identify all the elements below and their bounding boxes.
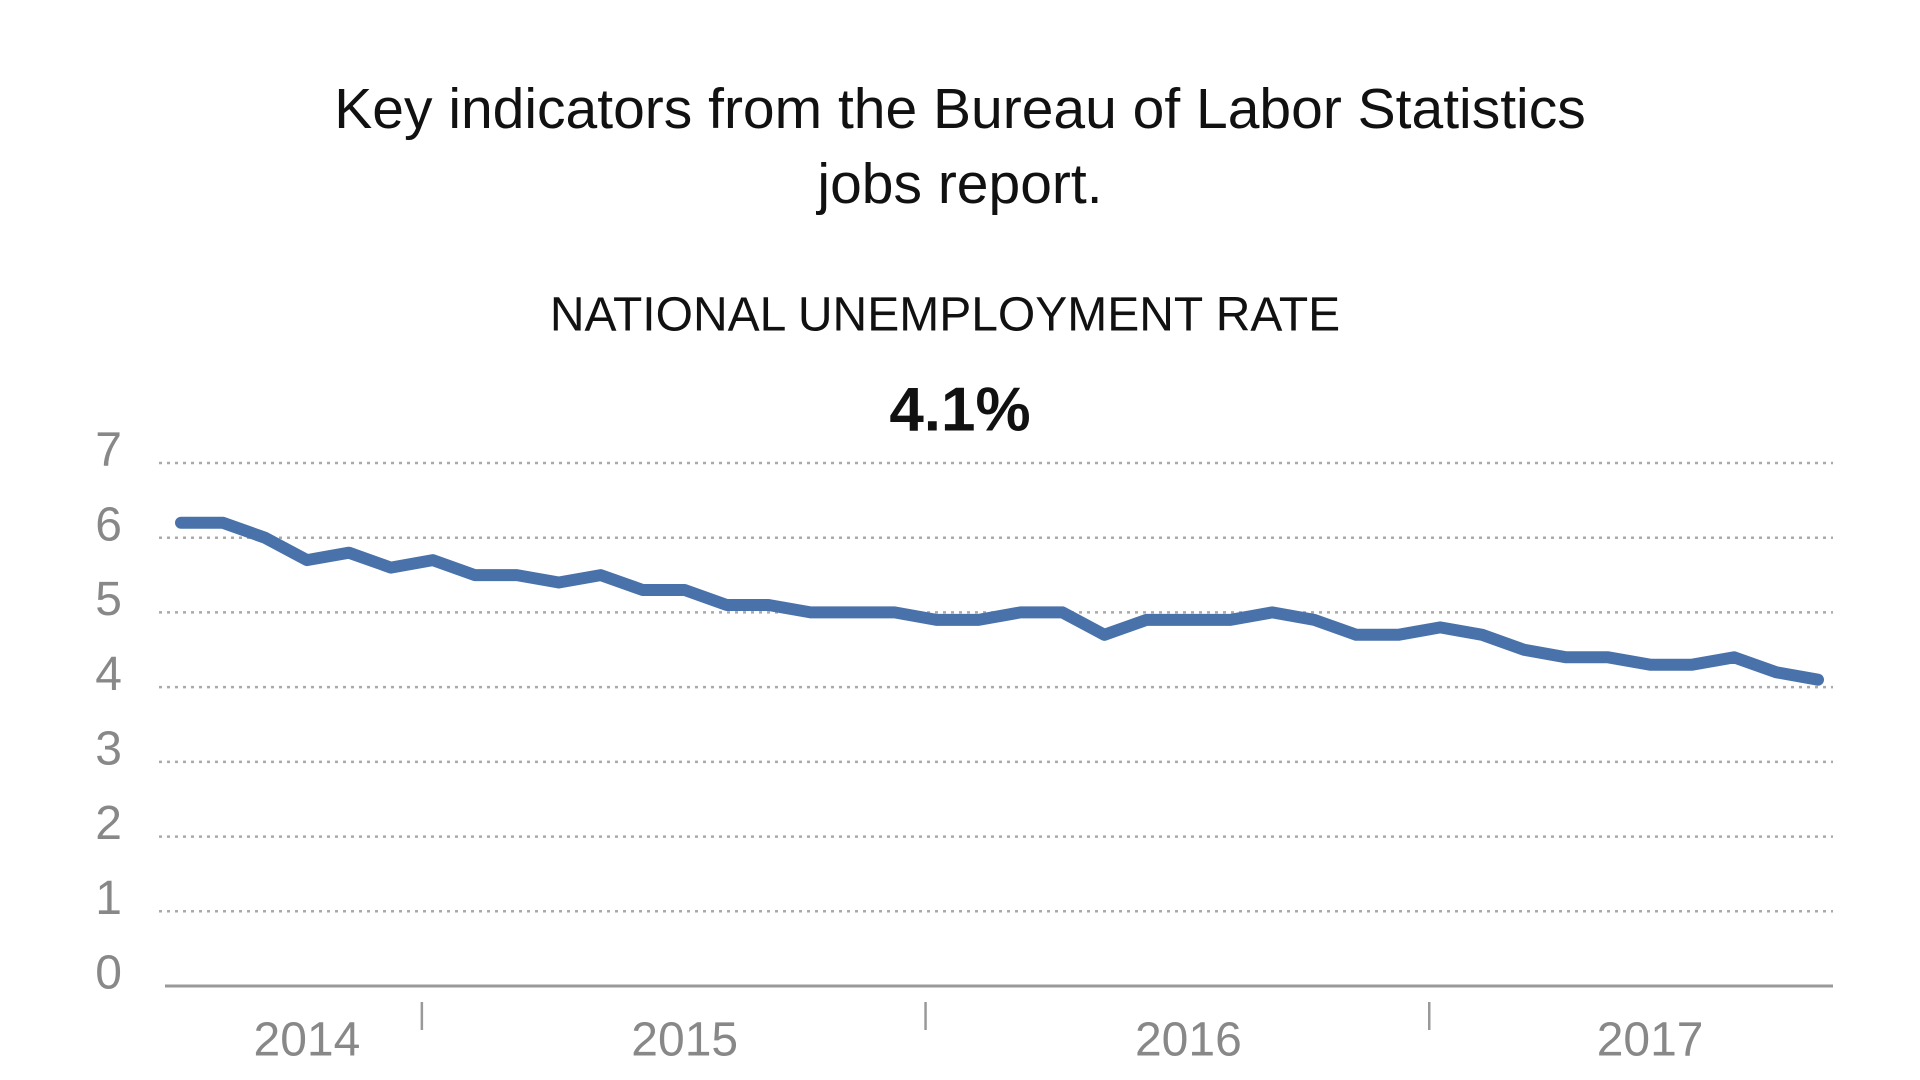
y-tick-label: 7 [95,424,122,477]
line-series [175,516,1824,686]
y-tick-label: 3 [95,723,122,776]
y-tick-label: 6 [95,498,122,551]
chart-title: NATIONAL UNEMPLOYMENT RATE [550,289,1340,342]
y-tick-label: 1 [95,872,122,925]
y-tick-label: 5 [95,573,122,626]
x-tick-label: 2017 [1597,1014,1704,1067]
x-tick-label: 2014 [254,1014,361,1067]
x-tick-label: 2015 [631,1014,738,1067]
headline-value: 4.1% [889,375,1030,444]
y-tick-label: 0 [95,947,122,1000]
y-tick-label: 2 [95,797,122,850]
y-tick-label: 4 [95,648,122,701]
x-tick-label: 2016 [1135,1014,1242,1067]
subtitle: Key indicators from the Bureau of Labor … [334,77,1586,216]
